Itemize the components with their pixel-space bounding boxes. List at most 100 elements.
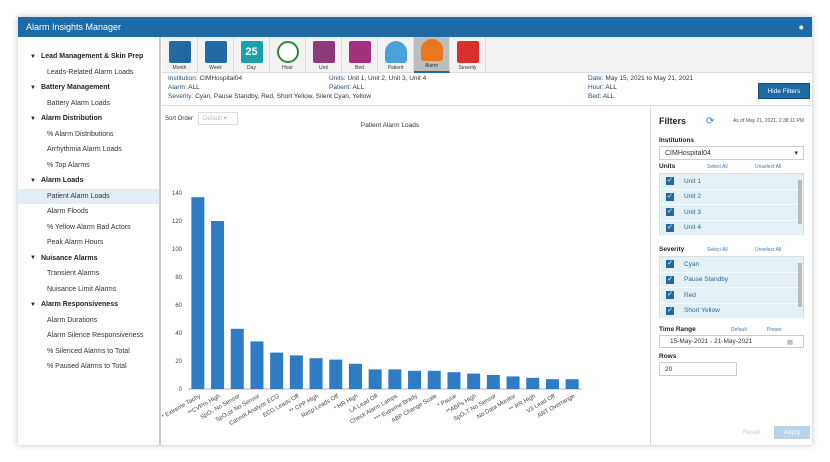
sidebar-item[interactable]: Battery Alarm Loads bbox=[47, 99, 111, 107]
bar[interactable] bbox=[348, 363, 362, 389]
checkbox-checked-icon[interactable]: ✓ bbox=[666, 306, 674, 315]
bar[interactable] bbox=[388, 369, 402, 389]
severity-select-all[interactable]: Select All bbox=[707, 246, 728, 253]
y-tick-label: 60 bbox=[175, 303, 182, 309]
sidebar-group[interactable]: ▼ Battery Management bbox=[18, 80, 159, 96]
y-tick-label: 20 bbox=[175, 359, 182, 365]
checkbox-checked-icon[interactable]: ✓ bbox=[666, 275, 674, 284]
toolbar-week-button[interactable]: Week bbox=[198, 37, 234, 73]
sidebar-item[interactable]: % Alarm Distributions bbox=[47, 130, 114, 138]
sort-order-select[interactable]: Default ▾ bbox=[198, 112, 239, 125]
sidebar-group[interactable]: ▼ Alarm Responsiveness bbox=[18, 297, 159, 313]
checkbox-checked-icon[interactable]: ✓ bbox=[666, 291, 674, 300]
reset-button[interactable]: Reset bbox=[743, 429, 760, 436]
rows-label: Rows bbox=[659, 353, 677, 360]
sidebar-group[interactable]: ▼ Alarm Distribution bbox=[18, 111, 159, 127]
checkbox-checked-icon[interactable]: ✓ bbox=[666, 177, 674, 186]
default-link[interactable]: Default bbox=[731, 326, 747, 333]
unit-option[interactable]: ✓ Unit 2 bbox=[660, 190, 803, 205]
sidebar-item[interactable]: Alarm Silence Responsiveness bbox=[47, 332, 144, 339]
bar[interactable] bbox=[408, 370, 422, 389]
time-range-value: 15-May-2021 - 21-May-2021 bbox=[670, 338, 753, 345]
bar-chart: Patient Alarm Loads020406080100120140** … bbox=[162, 122, 582, 427]
label: Date: bbox=[588, 75, 604, 82]
bar[interactable] bbox=[486, 375, 500, 389]
toolbar-label: Month bbox=[172, 65, 187, 71]
bar[interactable] bbox=[211, 221, 225, 389]
toolbar-unit-button[interactable]: Unit bbox=[306, 37, 342, 73]
toolbar-hour-button[interactable]: Hour bbox=[270, 37, 306, 73]
bar[interactable] bbox=[368, 369, 382, 389]
sidebar-group[interactable]: ▼ Lead Management & Skin Prep bbox=[18, 49, 159, 65]
bar[interactable] bbox=[447, 372, 461, 389]
institution-select[interactable]: CIMHospital04 ▾ bbox=[659, 146, 804, 160]
preset-link[interactable]: Preset bbox=[767, 326, 782, 333]
checkbox-checked-icon[interactable]: ✓ bbox=[666, 208, 674, 217]
sidebar-item[interactable]: % Paused Alarms to Total bbox=[47, 363, 127, 370]
bar[interactable] bbox=[289, 355, 303, 389]
scrollbar[interactable] bbox=[798, 263, 802, 307]
checkbox-checked-icon[interactable]: ✓ bbox=[666, 192, 674, 201]
sidebar-item[interactable]: Alarm Floods bbox=[47, 208, 89, 215]
scrollbar[interactable] bbox=[798, 180, 802, 224]
sidebar-item[interactable]: % Silenced Alarms to Total bbox=[47, 347, 130, 355]
unit-option[interactable]: ✓ Unit 4 bbox=[660, 221, 803, 236]
unit-option[interactable]: ✓ Unit 3 bbox=[660, 205, 803, 221]
checkbox-checked-icon[interactable]: ✓ bbox=[666, 260, 674, 269]
rows-input[interactable]: 20 bbox=[659, 362, 737, 376]
label: Alarm: bbox=[168, 84, 187, 91]
bar[interactable] bbox=[427, 370, 441, 389]
toolbar-day-button[interactable]: 25 Day bbox=[234, 37, 270, 73]
severity-option[interactable]: ✓ Pause Standby bbox=[660, 273, 803, 288]
sidebar-item[interactable]: Arrhythmia Alarm Loads bbox=[47, 146, 122, 153]
bar[interactable] bbox=[545, 379, 559, 389]
toolbar-label: Hour bbox=[282, 65, 293, 71]
bar[interactable] bbox=[329, 359, 343, 389]
time-range-input[interactable]: 15-May-2021 - 21-May-2021 ▦ bbox=[659, 335, 804, 348]
sidebar-item[interactable]: Alarm Durations bbox=[47, 316, 98, 324]
unit-option[interactable]: ✓ Unit 1 bbox=[660, 174, 803, 190]
hide-filters-button[interactable]: Hide Filters bbox=[758, 83, 810, 99]
sidebar-item[interactable]: Patient Alarm Loads bbox=[18, 188, 159, 204]
sidebar-item[interactable]: % Yellow Alarm Bad Actors bbox=[47, 223, 131, 231]
sidebar-item[interactable]: Peak Alarm Hours bbox=[47, 239, 104, 246]
severity-option[interactable]: ✓ Red bbox=[660, 288, 803, 304]
rows-value: 20 bbox=[665, 366, 673, 373]
bar[interactable] bbox=[191, 197, 205, 389]
bar[interactable] bbox=[230, 328, 244, 389]
bar[interactable] bbox=[565, 379, 579, 389]
sidebar-group[interactable]: ▼ Alarm Loads bbox=[18, 173, 159, 189]
bar[interactable] bbox=[309, 358, 323, 389]
bar[interactable] bbox=[270, 352, 284, 389]
building-icon bbox=[312, 41, 335, 63]
toolbar-bed-button[interactable]: Bed bbox=[342, 37, 378, 73]
sidebar-item[interactable]: Nuisance Limit Alarms bbox=[47, 285, 117, 293]
filter-summary: Institution: CIMHospital04 Alarm: ALL Seve… bbox=[164, 74, 812, 102]
bar[interactable] bbox=[526, 377, 540, 389]
severity-unselect-all[interactable]: Unselect All bbox=[755, 246, 782, 253]
clock-icon bbox=[276, 41, 299, 63]
sort-order-label: Sort Order bbox=[165, 115, 194, 122]
units-select-all[interactable]: Select All bbox=[707, 163, 728, 170]
sidebar-group[interactable]: ▼ Nuisance Alarms bbox=[18, 251, 159, 267]
bar[interactable] bbox=[467, 373, 481, 389]
sidebar-item[interactable]: Transient Alarms bbox=[47, 270, 100, 277]
user-icon[interactable]: ● bbox=[798, 22, 804, 32]
severity-option[interactable]: ✓ Cyan bbox=[660, 257, 803, 273]
apply-button[interactable]: Apply bbox=[774, 426, 810, 439]
bar[interactable] bbox=[250, 341, 264, 389]
calendar-day-icon: 25 bbox=[240, 41, 263, 63]
toolbar-patient-button[interactable]: Patient bbox=[378, 37, 414, 73]
toolbar-month-button[interactable]: Month bbox=[162, 37, 198, 73]
sidebar-item[interactable]: % Top Alarms bbox=[47, 161, 90, 169]
bar[interactable] bbox=[506, 376, 520, 389]
checkbox-checked-icon[interactable]: ✓ bbox=[666, 223, 674, 232]
toolbar-severity-button[interactable]: Severity bbox=[450, 37, 486, 73]
sidebar-item[interactable]: Leads-Related Alarm Loads bbox=[47, 68, 134, 76]
toolbar-alarm-button[interactable]: Alarm bbox=[414, 37, 450, 73]
calendar-icon[interactable]: ▦ bbox=[786, 338, 793, 346]
severity-option[interactable]: ✓ Short Yellow bbox=[660, 304, 803, 319]
units-unselect-all[interactable]: Unselect All bbox=[755, 163, 782, 170]
refresh-icon[interactable]: ⟳ bbox=[706, 115, 715, 127]
as-of-timestamp: As of May 21, 2021, 2:38:11 PM bbox=[732, 118, 804, 124]
